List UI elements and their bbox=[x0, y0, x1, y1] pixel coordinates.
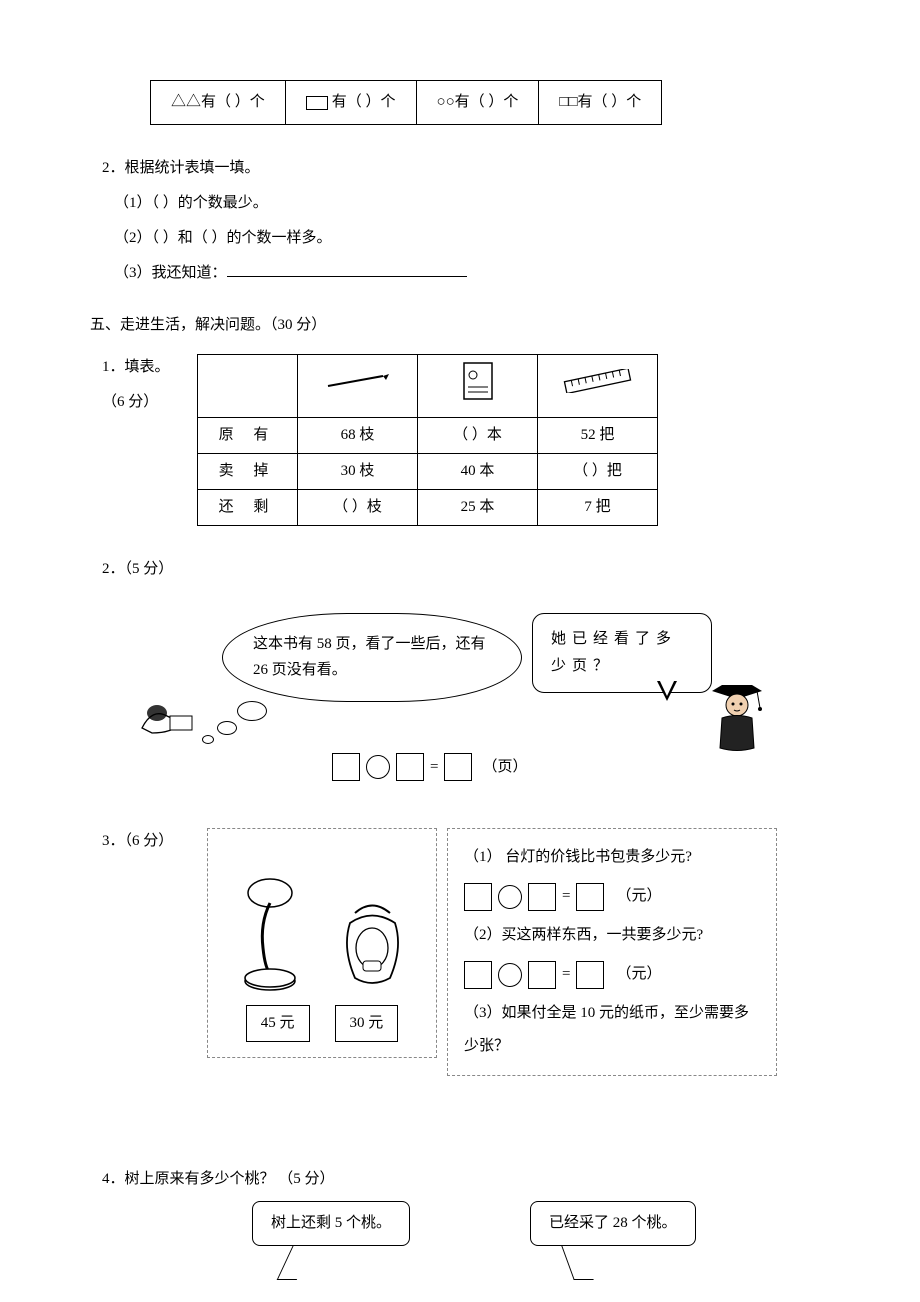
ruler-header bbox=[538, 355, 658, 418]
cell: 25 本 bbox=[418, 490, 538, 526]
shape-cell-triangle: △有（ ）个 bbox=[151, 81, 286, 125]
cell-text: 有（ ）个 bbox=[332, 94, 396, 110]
equals-sign: = bbox=[430, 754, 438, 781]
callout-tail bbox=[277, 1245, 313, 1280]
operand-box bbox=[528, 961, 556, 989]
p3-label: 3．（6 分） bbox=[102, 828, 197, 855]
equation-2: = （元） bbox=[464, 958, 661, 991]
cell: 40 本 bbox=[418, 454, 538, 490]
thought-tail bbox=[237, 701, 267, 721]
row-original: 原 有 bbox=[198, 418, 298, 454]
p2-label: 2．（5 分） bbox=[102, 556, 830, 583]
notebook-header bbox=[418, 355, 538, 418]
graduate-icon bbox=[702, 673, 772, 758]
unit-label: （页） bbox=[482, 754, 527, 781]
problem-2: 这本书有 58 页，看了一些后，还有 26 页没有看。 她已经看了多少页？ = … bbox=[102, 613, 830, 803]
cell: （ ）把 bbox=[538, 454, 658, 490]
cell-text: △有（ ）个 bbox=[186, 94, 265, 110]
thought-tail bbox=[202, 735, 214, 744]
equation-1: = （元） bbox=[464, 880, 661, 913]
q2-item-1: （1）（ ）的个数最少。 bbox=[114, 190, 830, 217]
operator-circle bbox=[498, 963, 522, 987]
p3-q3: （3）如果付全是 10 元的纸币，至少需要多少张？ bbox=[464, 997, 760, 1063]
operand-box bbox=[464, 961, 492, 989]
speech-tail bbox=[657, 681, 677, 701]
shape-count-table: △有（ ）个 有（ ）个 ○有（ ）个 □有（ ）个 bbox=[150, 80, 662, 125]
notebook-icon bbox=[460, 359, 496, 403]
operator-circle bbox=[498, 885, 522, 909]
reader-icon bbox=[132, 688, 202, 738]
callout-text: 已经采了 28 个桃。 bbox=[549, 1215, 677, 1231]
callout-tail bbox=[561, 1245, 594, 1280]
rectangle-icon bbox=[306, 96, 328, 110]
operand-box bbox=[464, 883, 492, 911]
p4-label: 4．树上原来有多少个桃？ （5 分） bbox=[102, 1166, 830, 1193]
blank-line bbox=[227, 262, 467, 277]
shape-cell-square: □有（ ）个 bbox=[539, 81, 662, 125]
p3-q1: （1） 台灯的价钱比书包贵多少元? bbox=[464, 841, 760, 874]
callout-right: 已经采了 28 个桃。 bbox=[530, 1201, 696, 1246]
bag-price: 30 元 bbox=[335, 1005, 399, 1042]
row-sold: 卖 掉 bbox=[198, 454, 298, 490]
q2-item-2: （2）（ ）和（ ）的个数一样多。 bbox=[114, 225, 830, 252]
backpack-icon bbox=[335, 893, 410, 993]
problem-4: 4．树上原来有多少个桃？ （5 分） 树上还剩 5 个桃。 已经采了 28 个桃… bbox=[102, 1166, 830, 1246]
unit-label: （元） bbox=[616, 880, 661, 913]
section-5-title: 五、走进生活，解决问题。（30 分） bbox=[90, 312, 830, 339]
lamp-icon bbox=[235, 873, 310, 993]
thought-bubble: 这本书有 58 页，看了一些后，还有 26 页没有看。 bbox=[222, 613, 522, 702]
cell: （ ）枝 bbox=[298, 490, 418, 526]
problem-1: 1．填表。 （6 分） 原 有 68 枝 （ ）本 52 把 卖 掉 30 枝 … bbox=[102, 354, 830, 526]
row-remain: 还 剩 bbox=[198, 490, 298, 526]
thought-tail bbox=[217, 721, 237, 735]
p1-points: （6 分） bbox=[102, 389, 197, 416]
operand-box bbox=[528, 883, 556, 911]
cell-text: ○有（ ）个 bbox=[446, 94, 519, 110]
p1-label: 1．填表。 bbox=[102, 354, 197, 381]
thought-text: 这本书有 58 页，看了一些后，还有 26 页没有看。 bbox=[253, 636, 486, 678]
pencil-icon bbox=[323, 371, 393, 391]
cell: 52 把 bbox=[538, 418, 658, 454]
shape-cell-rect: 有（ ）个 bbox=[285, 81, 416, 125]
operand-box bbox=[332, 753, 360, 781]
callout-left: 树上还剩 5 个桃。 bbox=[252, 1201, 410, 1246]
q2-item-3: （3）我还知道： bbox=[114, 260, 830, 287]
equation-row: = （页） bbox=[332, 753, 527, 781]
callout-text: 树上还剩 5 个桃。 bbox=[271, 1215, 391, 1231]
cell: 68 枝 bbox=[298, 418, 418, 454]
q2-item-3-label: （3）我还知道： bbox=[114, 265, 227, 281]
cell: 30 枝 bbox=[298, 454, 418, 490]
lamp-price: 45 元 bbox=[246, 1005, 310, 1042]
operator-circle bbox=[366, 755, 390, 779]
cell: （ ）本 bbox=[418, 418, 538, 454]
equals-sign: = bbox=[562, 880, 570, 913]
q2-intro: 2．根据统计表填一填。 bbox=[102, 155, 830, 182]
result-box bbox=[576, 883, 604, 911]
problem-3: 3．（6 分） 45 元 30 元 （1） 台灯的价钱比书包贵多少元? bbox=[102, 828, 830, 1076]
result-box bbox=[576, 961, 604, 989]
result-box bbox=[444, 753, 472, 781]
shape-cell-circle: ○有（ ）个 bbox=[416, 81, 539, 125]
cell-text: □有（ ）个 bbox=[568, 94, 641, 110]
speech-text: 她已经看了多少页？ bbox=[551, 631, 677, 674]
equals-sign: = bbox=[562, 958, 570, 991]
cell: 7 把 bbox=[538, 490, 658, 526]
questions-panel: （1） 台灯的价钱比书包贵多少元? = （元） （2）买这两样东西，一共要多少元… bbox=[447, 828, 777, 1076]
speech-bubble: 她已经看了多少页？ bbox=[532, 613, 712, 693]
ruler-icon bbox=[560, 369, 635, 393]
inventory-table: 原 有 68 枝 （ ）本 52 把 卖 掉 30 枝 40 本 （ ）把 还 … bbox=[197, 354, 658, 526]
unit-label: （元） bbox=[616, 958, 661, 991]
items-panel: 45 元 30 元 bbox=[207, 828, 437, 1058]
pencil-header bbox=[298, 355, 418, 418]
p3-q2: （2）买这两样东西，一共要多少元? bbox=[464, 919, 760, 952]
operand-box bbox=[396, 753, 424, 781]
